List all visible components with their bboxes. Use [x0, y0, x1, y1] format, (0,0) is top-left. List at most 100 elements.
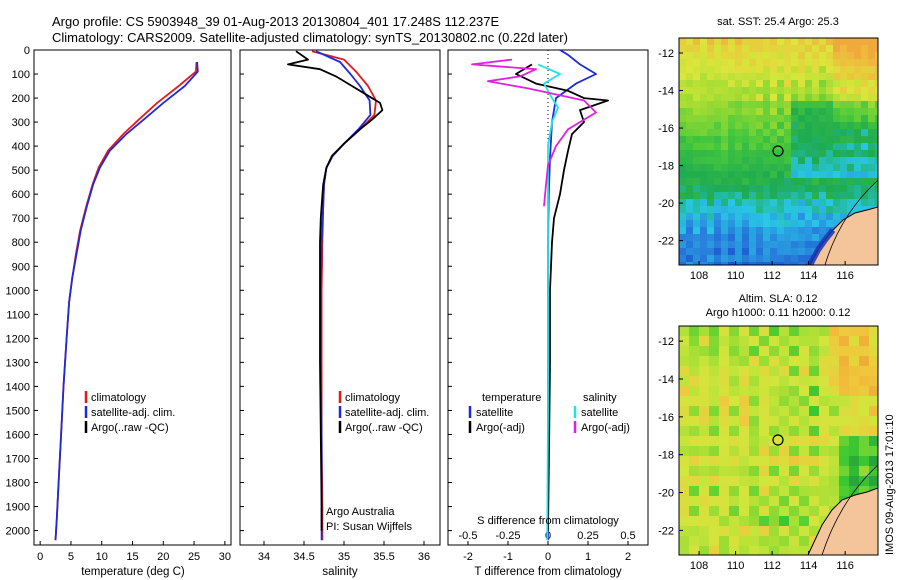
heatmap-cell: [826, 94, 834, 102]
heatmap-cell: [699, 436, 710, 447]
heatmap-cell: [721, 234, 729, 242]
heatmap-cell: [809, 516, 820, 527]
heatmap-cell: [789, 366, 800, 377]
heatmap-cell: [854, 157, 862, 165]
heatmap-cell: [699, 396, 710, 407]
heatmap-cell: [749, 255, 757, 263]
heatmap-cell: [791, 262, 799, 265]
heatmap-cell: [679, 426, 690, 437]
heatmap-cell: [700, 248, 708, 256]
heatmap-cell: [707, 129, 715, 137]
heatmap-cell: [791, 101, 799, 109]
heatmap-cell: [729, 326, 740, 337]
heatmap-cell: [719, 346, 730, 357]
heatmap-cell: [759, 446, 770, 457]
heatmap-cell: [749, 73, 757, 81]
heatmap-cell: [769, 486, 780, 497]
heatmap-cell: [826, 199, 834, 207]
heatmap-cell: [875, 143, 878, 151]
heatmap-cell: [861, 80, 869, 88]
heatmap-cell: [728, 220, 736, 228]
heatmap-cell: [829, 476, 840, 487]
heatmap-cell: [770, 192, 778, 200]
heatmap-cell: [759, 516, 770, 527]
heatmap-cell: [829, 386, 840, 397]
heatmap-cell: [840, 52, 848, 60]
sst-map-panel: sat. SST: 25.4 Argo: 25.3 108 110 112 114 11…: [658, 16, 879, 282]
heatmap-cell: [735, 150, 743, 158]
heatmap-cell: [719, 426, 730, 437]
heatmap-cell: [721, 129, 729, 137]
heatmap-cell: [859, 466, 870, 477]
heatmap-cell: [809, 426, 820, 437]
heatmap-cell: [847, 59, 855, 67]
heatmap-cell: [686, 115, 694, 123]
y-tick-label: 400: [12, 141, 30, 153]
heatmap-cell: [812, 122, 820, 130]
heatmap-cell: [742, 52, 750, 60]
heatmap-cell: [709, 386, 720, 397]
heatmap-cell: [749, 227, 757, 235]
heatmap-cell: [749, 115, 757, 123]
heatmap-cell: [700, 73, 708, 81]
heatmap-cell: [854, 122, 862, 130]
heatmap-cell: [805, 136, 813, 144]
heatmap-cell: [770, 255, 778, 263]
heatmap-cell: [826, 108, 834, 116]
heatmap-cell: [868, 80, 876, 88]
heatmap-cell: [689, 396, 700, 407]
heatmap-cell: [777, 66, 785, 74]
heatmap-cell: [679, 366, 690, 377]
heatmap-cell: [679, 496, 690, 507]
heatmap-cell: [819, 150, 827, 158]
heatmap-cell: [756, 38, 764, 46]
heatmap-cell: [861, 59, 869, 67]
heatmap-cell: [714, 129, 722, 137]
heatmap-cell: [719, 436, 730, 447]
heatmap-cell: [699, 406, 710, 417]
heatmap-cell: [869, 336, 878, 347]
heatmap-cell: [699, 476, 710, 487]
x-tick-label: 10: [96, 551, 108, 563]
heatmap-cell: [700, 234, 708, 242]
heatmap-cell: [749, 94, 757, 102]
heatmap-cell: [769, 336, 780, 347]
heatmap-cell: [759, 486, 770, 497]
heatmap-cell: [739, 376, 750, 387]
heatmap-cell: [719, 496, 730, 507]
heatmap-cell: [756, 248, 764, 256]
heatmap-cell: [779, 436, 790, 447]
heatmap-cell: [829, 396, 840, 407]
heatmap-cell: [770, 101, 778, 109]
heatmap-cell: [869, 416, 878, 427]
heatmap-cell: [700, 157, 708, 165]
heatmap-cell: [875, 87, 878, 95]
heatmap-cell: [784, 164, 792, 172]
heatmap-cell: [686, 248, 694, 256]
heatmap-cell: [777, 262, 785, 265]
heatmap-cell: [728, 185, 736, 193]
heatmap-cell: [798, 185, 806, 193]
heatmap-cell: [739, 356, 750, 367]
heatmap-cell: [799, 386, 810, 397]
heatmap-cell: [849, 446, 860, 457]
heatmap-cell: [700, 227, 708, 235]
heatmap-cell: [721, 227, 729, 235]
x-tick-label: 30: [219, 551, 231, 563]
heatmap-cell: [735, 234, 743, 242]
heatmap-cell: [784, 108, 792, 116]
heatmap-cell: [779, 366, 790, 377]
heatmap-cell: [749, 157, 757, 165]
heatmap-cell: [809, 476, 820, 487]
heatmap-cell: [854, 171, 862, 179]
heatmap-cell: [679, 185, 687, 193]
heatmap-cell: [709, 516, 720, 527]
heatmap-cell: [709, 336, 720, 347]
heatmap-cell: [777, 122, 785, 130]
heatmap-cell: [689, 416, 700, 427]
heatmap-cell: [854, 115, 862, 123]
heatmap-cell: [714, 192, 722, 200]
heatmap-cell: [868, 52, 876, 60]
legend-label-argo: Argo(..raw -QC): [345, 422, 423, 434]
heatmap-cell: [699, 456, 710, 467]
